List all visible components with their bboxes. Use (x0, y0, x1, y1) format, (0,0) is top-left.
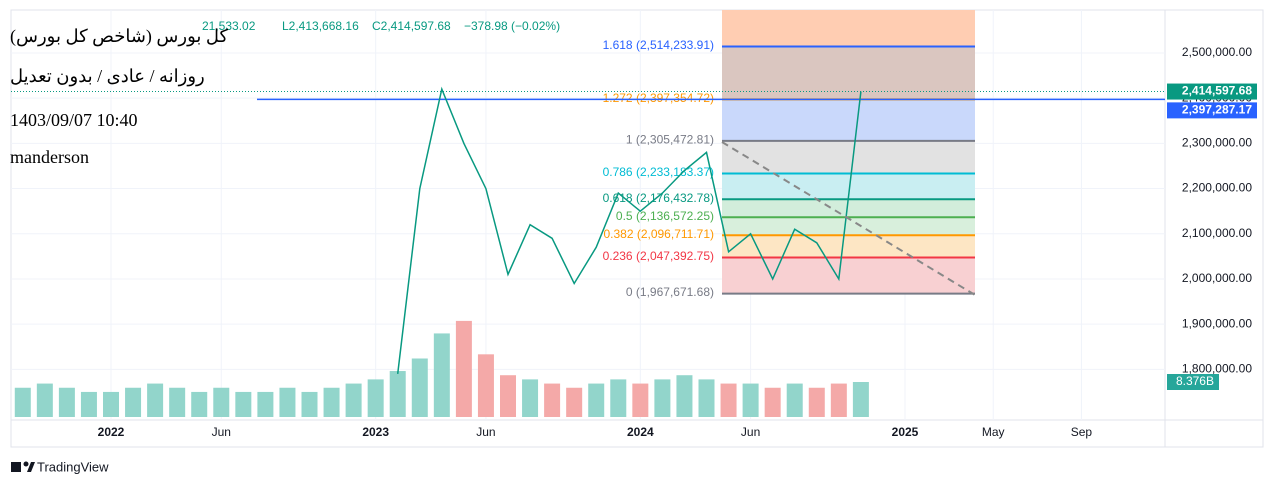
x-tick-label: May (982, 425, 1005, 439)
x-tick-label: Jun (476, 425, 495, 439)
volume-label: 8.376B (1176, 374, 1214, 388)
x-tick-label: 2025 (892, 425, 919, 439)
volume-bar (103, 391, 119, 417)
y-tick-label: 2,500,000.00 (1182, 45, 1252, 59)
price-line (396, 86, 862, 374)
subtitle: روزانه / عادی / بدون تعدیل (10, 66, 205, 86)
volume-bar (36, 383, 53, 417)
volume-bar (852, 382, 869, 417)
volume-bar (566, 387, 583, 417)
y-tick-label: 1,800,000.00 (1182, 362, 1252, 376)
fib-label: 0 (1,967,671.68) (626, 285, 714, 299)
volume-bar (477, 354, 494, 417)
y-tick-label: 2,100,000.00 (1182, 226, 1252, 240)
volume-bar (500, 375, 516, 417)
header-low: L2,413,668.16 (282, 19, 359, 33)
volume-bar (742, 383, 759, 417)
fib-label: 0.382 (2,096,711.71) (603, 227, 714, 241)
volume-bar (676, 375, 693, 417)
fib-label: 1.618 (2,514,233.91) (603, 38, 714, 52)
volume-bar (147, 383, 164, 417)
y-tick-label: 2,300,000.00 (1182, 136, 1252, 150)
x-tick-label: Jun (741, 425, 760, 439)
volume-bar (455, 320, 472, 417)
fib-label: 0.618 (2,176,432.78) (603, 191, 714, 205)
volume-bar (808, 387, 825, 417)
fib-band (722, 10, 975, 47)
y-tick-label: 2,000,000.00 (1182, 271, 1252, 285)
fib-band (722, 46, 975, 100)
volume-bar (345, 383, 362, 417)
x-tick-label: Jun (212, 425, 231, 439)
volume-bar (411, 358, 428, 417)
volume-bar (235, 391, 252, 417)
volume-bar (654, 379, 671, 417)
last-price-badge (1167, 83, 1257, 100)
volume-bar (301, 391, 318, 417)
volume-bar (58, 387, 75, 417)
fib-label: 1.272 (2,397,354.72) (603, 91, 714, 105)
x-tick-label: 2023 (362, 425, 389, 439)
volume-bar (610, 379, 627, 417)
fib-band (722, 199, 975, 218)
x-tick-label: 2022 (98, 425, 125, 439)
volume-bar (786, 383, 803, 417)
volume-bar (80, 391, 97, 417)
volume-bar (257, 391, 274, 417)
volume-bar (191, 391, 208, 417)
volume-bar (213, 387, 230, 417)
volume-bar (830, 383, 847, 417)
title: کل بورس (شاخص کل بورس) (10, 26, 229, 46)
fib-label: 0.236 (2,047,392.75) (603, 249, 714, 263)
x-tick-label: 2024 (627, 425, 654, 439)
header-close: C2,414,597.68 (372, 19, 451, 33)
fib-label: 0.786 (2,233,183.37) (603, 165, 714, 179)
volume-bar (279, 387, 296, 417)
y-tick-label: 1,900,000.00 (1182, 316, 1252, 330)
volume-bar (125, 387, 142, 417)
volume-bar (588, 383, 605, 417)
volume-bar (14, 387, 31, 417)
fib-band (722, 257, 975, 294)
header-value: 21,533.02 (202, 19, 256, 33)
volume-bar (522, 379, 539, 417)
y-tick-label: 2,200,000.00 (1182, 181, 1252, 195)
last-price-label: 2,414,597.68 (1182, 84, 1252, 98)
volume-bar (720, 383, 737, 417)
volume-badge (1167, 374, 1219, 391)
fib-band (722, 217, 975, 236)
brand: TradingView (37, 459, 109, 474)
volume-bar (698, 379, 715, 417)
brand-logo (11, 461, 35, 472)
fib-band (722, 140, 975, 174)
volume-bar (389, 371, 406, 417)
trend-line (721, 141, 976, 296)
fib-label: 0.5 (2,136,572.25) (616, 209, 714, 223)
x-tick-label: Sep (1071, 425, 1093, 439)
fib-band (722, 99, 975, 141)
volume-bar (764, 387, 781, 417)
volume-bar (367, 379, 384, 417)
volume-bar (632, 383, 649, 417)
fib-label: 1 (2,305,472.81) (626, 133, 714, 147)
hline-label: 2,397,287.17 (1182, 103, 1252, 117)
volume-bar (323, 387, 340, 417)
volume-bar (433, 333, 450, 417)
volume-bar (169, 387, 186, 417)
header-change: −378.98 (−0.02%) (464, 19, 560, 33)
volume-bar (544, 383, 561, 417)
author: manderson (10, 147, 89, 167)
hline-badge (1167, 102, 1257, 119)
frame (10, 9, 1264, 448)
datetime: 1403/09/07 10:40 (10, 110, 138, 130)
